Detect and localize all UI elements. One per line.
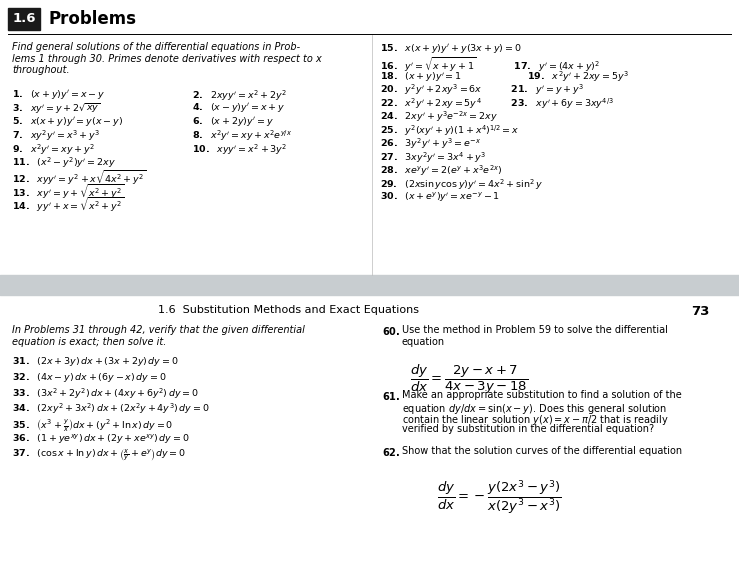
Text: $\mathbf{31.}$  $(2x + 3y)\,dx + (3x + 2y)\,dy = 0$: $\mathbf{31.}$ $(2x + 3y)\,dx + (3x + 2y… <box>12 355 179 368</box>
Text: Make an appropriate substitution to find a solution of the: Make an appropriate substitution to find… <box>402 390 682 400</box>
Text: $\mathbf{37.}$  $(\cos x + \ln y)\,dx + \left(\frac{x}{y} + e^y\right)dy = 0$: $\mathbf{37.}$ $(\cos x + \ln y)\,dx + \… <box>12 448 186 463</box>
Text: 1.6  Substitution Methods and Exact Equations: 1.6 Substitution Methods and Exact Equat… <box>158 305 429 315</box>
Text: $\mathbf{26.}$  $3y^2y' + y^3 = e^{-x}$: $\mathbf{26.}$ $3y^2y' + y^3 = e^{-x}$ <box>380 136 481 151</box>
Text: $\dfrac{dy}{dx} = \dfrac{2y - x + 7}{4x - 3y - 18}$: $\dfrac{dy}{dx} = \dfrac{2y - x + 7}{4x … <box>410 363 528 396</box>
Text: $\mathbf{25.}$  $y^2(xy' + y)(1 + x^4)^{1/2} = x$: $\mathbf{25.}$ $y^2(xy' + y)(1 + x^4)^{1… <box>380 123 520 138</box>
Text: throughout.: throughout. <box>12 65 69 75</box>
Text: $\mathbf{62.}$: $\mathbf{62.}$ <box>382 446 401 458</box>
Text: verified by substitution in the differential equation?: verified by substitution in the differen… <box>402 425 654 434</box>
Text: $\mathbf{29.}$  $(2x \sin y \cos y)y' = 4x^2 + \sin^2 y$: $\mathbf{29.}$ $(2x \sin y \cos y)y' = 4… <box>380 177 543 192</box>
Text: $\mathbf{28.}$  $xe^y y' = 2(e^y + x^3e^{2x})$: $\mathbf{28.}$ $xe^y y' = 2(e^y + x^3e^{… <box>380 164 503 178</box>
Text: equation $dy/dx = \sin(x - y)$. Does this general solution: equation $dy/dx = \sin(x - y)$. Does thi… <box>402 402 667 416</box>
Text: $\mathbf{8.}$  $x^2y' = xy + x^2e^{y/x}$: $\mathbf{8.}$ $x^2y' = xy + x^2e^{y/x}$ <box>192 129 292 143</box>
Text: $\mathbf{14.}$  $yy' + x = \sqrt{x^2 + y^2}$: $\mathbf{14.}$ $yy' + x = \sqrt{x^2 + y^… <box>12 196 124 215</box>
Text: $\mathbf{3.}$  $xy' = y + 2\sqrt{xy}$: $\mathbf{3.}$ $xy' = y + 2\sqrt{xy}$ <box>12 102 101 116</box>
Text: $\mathbf{35.}$  $\left(x^3 + \frac{y}{x}\right)dx + (y^2 + \ln x)\,dy = 0$: $\mathbf{35.}$ $\left(x^3 + \frac{y}{x}\… <box>12 417 174 433</box>
Text: $\mathbf{10.}$  $xyy' = x^2 + 3y^2$: $\mathbf{10.}$ $xyy' = x^2 + 3y^2$ <box>192 142 287 157</box>
Text: $\mathbf{12.}$  $xyy' = y^2 + x\sqrt{4x^2 + y^2}$: $\mathbf{12.}$ $xyy' = y^2 + x\sqrt{4x^2… <box>12 169 146 188</box>
Text: $\mathbf{30.}$  $(x + e^y)y' = xe^{-y} - 1$: $\mathbf{30.}$ $(x + e^y)y' = xe^{-y} - … <box>380 191 500 205</box>
Text: $\mathbf{13.}$  $xy' = y + \sqrt{x^2 + y^2}$: $\mathbf{13.}$ $xy' = y + \sqrt{x^2 + y^… <box>12 183 124 202</box>
Text: $\mathbf{18.}$  $(x + y)y' = 1$                      $\mathbf{19.}$  $x^2y' + 2x: $\mathbf{18.}$ $(x + y)y' = 1$ $\mathbf{… <box>380 69 629 83</box>
Text: equation is exact; then solve it.: equation is exact; then solve it. <box>12 337 166 347</box>
Text: $\mathbf{61.}$: $\mathbf{61.}$ <box>382 390 401 402</box>
Text: $\mathbf{33.}$  $(3x^2 + 2y^2)\,dx + (4xy + 6y^2)\,dy = 0$: $\mathbf{33.}$ $(3x^2 + 2y^2)\,dx + (4xy… <box>12 386 199 400</box>
Text: $\mathbf{60.}$: $\mathbf{60.}$ <box>382 325 401 337</box>
Text: contain the linear solution $y(x) = x - \pi/2$ that is readily: contain the linear solution $y(x) = x - … <box>402 413 669 427</box>
Text: Show that the solution curves of the differential equation: Show that the solution curves of the dif… <box>402 446 682 456</box>
Text: $\mathbf{1.}$  $(x + y)y' = x - y$: $\mathbf{1.}$ $(x + y)y' = x - y$ <box>12 88 105 101</box>
Text: $\mathbf{9.}$  $x^2y' = xy + y^2$: $\mathbf{9.}$ $x^2y' = xy + y^2$ <box>12 142 95 157</box>
Text: In Problems 31 through 42, verify that the given differential: In Problems 31 through 42, verify that t… <box>12 325 305 335</box>
Text: $\mathbf{7.}$  $xy^2y' = x^3 + y^3$: $\mathbf{7.}$ $xy^2y' = x^3 + y^3$ <box>12 129 100 143</box>
Text: $\mathbf{36.}$  $(1 + ye^{xy})\,dx + (2y + xe^{xy})\,dy = 0$: $\mathbf{36.}$ $(1 + ye^{xy})\,dx + (2y … <box>12 433 190 447</box>
Text: $\mathbf{4.}$  $(x - y)y' = x + y$: $\mathbf{4.}$ $(x - y)y' = x + y$ <box>192 102 285 114</box>
Text: $\mathbf{22.}$  $x^2y' + 2xy = 5y^4$          $\mathbf{23.}$  $xy' + 6y = 3xy^{4: $\mathbf{22.}$ $x^2y' + 2xy = 5y^4$ $\ma… <box>380 96 614 111</box>
Text: $\mathbf{15.}$  $x(x + y)y' + y(3x + y) = 0$: $\mathbf{15.}$ $x(x + y)y' + y(3x + y) =… <box>380 42 522 55</box>
Text: $\mathbf{6.}$  $(x + 2y)y' = y$: $\mathbf{6.}$ $(x + 2y)y' = y$ <box>192 115 274 128</box>
Text: lems 1 through 30. Primes denote derivatives with respect to x: lems 1 through 30. Primes denote derivat… <box>12 54 321 64</box>
Text: Use the method in Problem 59 to solve the differential: Use the method in Problem 59 to solve th… <box>402 325 668 335</box>
Text: Find general solutions of the differential equations in Prob-: Find general solutions of the differenti… <box>12 42 300 52</box>
Text: $\mathbf{5.}$  $x(x + y)y' = y(x - y)$: $\mathbf{5.}$ $x(x + y)y' = y(x - y)$ <box>12 115 123 128</box>
Text: $\dfrac{dy}{dx} = -\dfrac{y(2x^3 - y^3)}{x(2y^3 - x^3)}$: $\dfrac{dy}{dx} = -\dfrac{y(2x^3 - y^3)}… <box>437 478 562 516</box>
Text: $\mathbf{20.}$  $y^2y' + 2xy^3 = 6x$          $\mathbf{21.}$  $y' = y + y^3$: $\mathbf{20.}$ $y^2y' + 2xy^3 = 6x$ $\ma… <box>380 82 584 97</box>
FancyBboxPatch shape <box>8 8 40 30</box>
Text: $\mathbf{16.}$  $y' = \sqrt{x + y + 1}$             $\mathbf{17.}$  $y' = (4x + : $\mathbf{16.}$ $y' = \sqrt{x + y + 1}$ $… <box>380 55 600 74</box>
Text: 1.6: 1.6 <box>13 12 35 25</box>
Text: 73: 73 <box>691 305 709 318</box>
Text: Problems: Problems <box>48 10 136 28</box>
Text: $\mathbf{27.}$  $3xy^2y' = 3x^4 + y^3$: $\mathbf{27.}$ $3xy^2y' = 3x^4 + y^3$ <box>380 150 486 165</box>
Text: $\mathbf{34.}$  $(2xy^2 + 3x^2)\,dx + (2x^2y + 4y^3)\,dy = 0$: $\mathbf{34.}$ $(2xy^2 + 3x^2)\,dx + (2x… <box>12 402 209 416</box>
Text: $\mathbf{11.}$  $(x^2 - y^2)y' = 2xy$: $\mathbf{11.}$ $(x^2 - y^2)y' = 2xy$ <box>12 156 116 170</box>
Text: equation: equation <box>402 337 445 347</box>
Text: $\mathbf{32.}$  $(4x - y)\,dx + (6y - x)\,dy = 0$: $\mathbf{32.}$ $(4x - y)\,dx + (6y - x)\… <box>12 371 166 384</box>
Text: $\mathbf{2.}$  $2xyy' = x^2 + 2y^2$: $\mathbf{2.}$ $2xyy' = x^2 + 2y^2$ <box>192 88 287 103</box>
Text: $\mathbf{24.}$  $2xy' + y^3e^{-2x} = 2xy$: $\mathbf{24.}$ $2xy' + y^3e^{-2x} = 2xy$ <box>380 109 498 124</box>
